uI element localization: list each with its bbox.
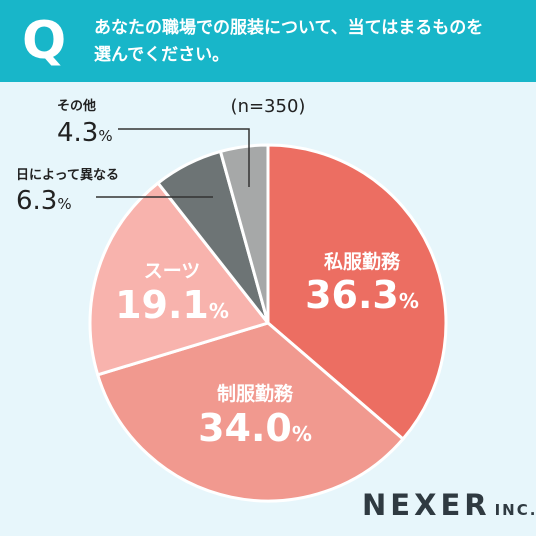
slice-label: 日によって異なる [16, 168, 119, 183]
slice-value: 34.0% [198, 406, 312, 450]
slice-label: スーツ [144, 260, 201, 282]
slice-value: 36.3% [305, 273, 419, 317]
pie-slice [218, 143, 270, 325]
brand-name: NEXER [362, 488, 491, 522]
pie-slice [266, 143, 448, 441]
slice-value: 6.3% [16, 186, 72, 216]
question-line-2: 選んでください。 [94, 45, 230, 65]
question-text: あなたの職場での服装について、当てはまるものを 選んでください。 [94, 15, 524, 69]
slice-label: その他 [57, 98, 96, 114]
slice-value: 19.1% [115, 283, 229, 327]
question-banner: Q あなたの職場での服装について、当てはまるものを 選んでください。 [0, 0, 536, 82]
question-line-1: あなたの職場での服装について、当てはまるものを [94, 18, 484, 38]
slice-value: 4.3% [57, 118, 113, 148]
leader-line [118, 128, 250, 187]
slice-label: 私服勤務 [324, 250, 401, 273]
q-mark: Q [22, 11, 67, 71]
brand-logo: NEXER INC. [362, 488, 536, 522]
slice-label: 制服勤務 [217, 382, 294, 405]
brand-suffix: INC. [494, 501, 536, 519]
pie-slice [96, 321, 405, 503]
sample-size-note: (n=350) [231, 96, 306, 117]
